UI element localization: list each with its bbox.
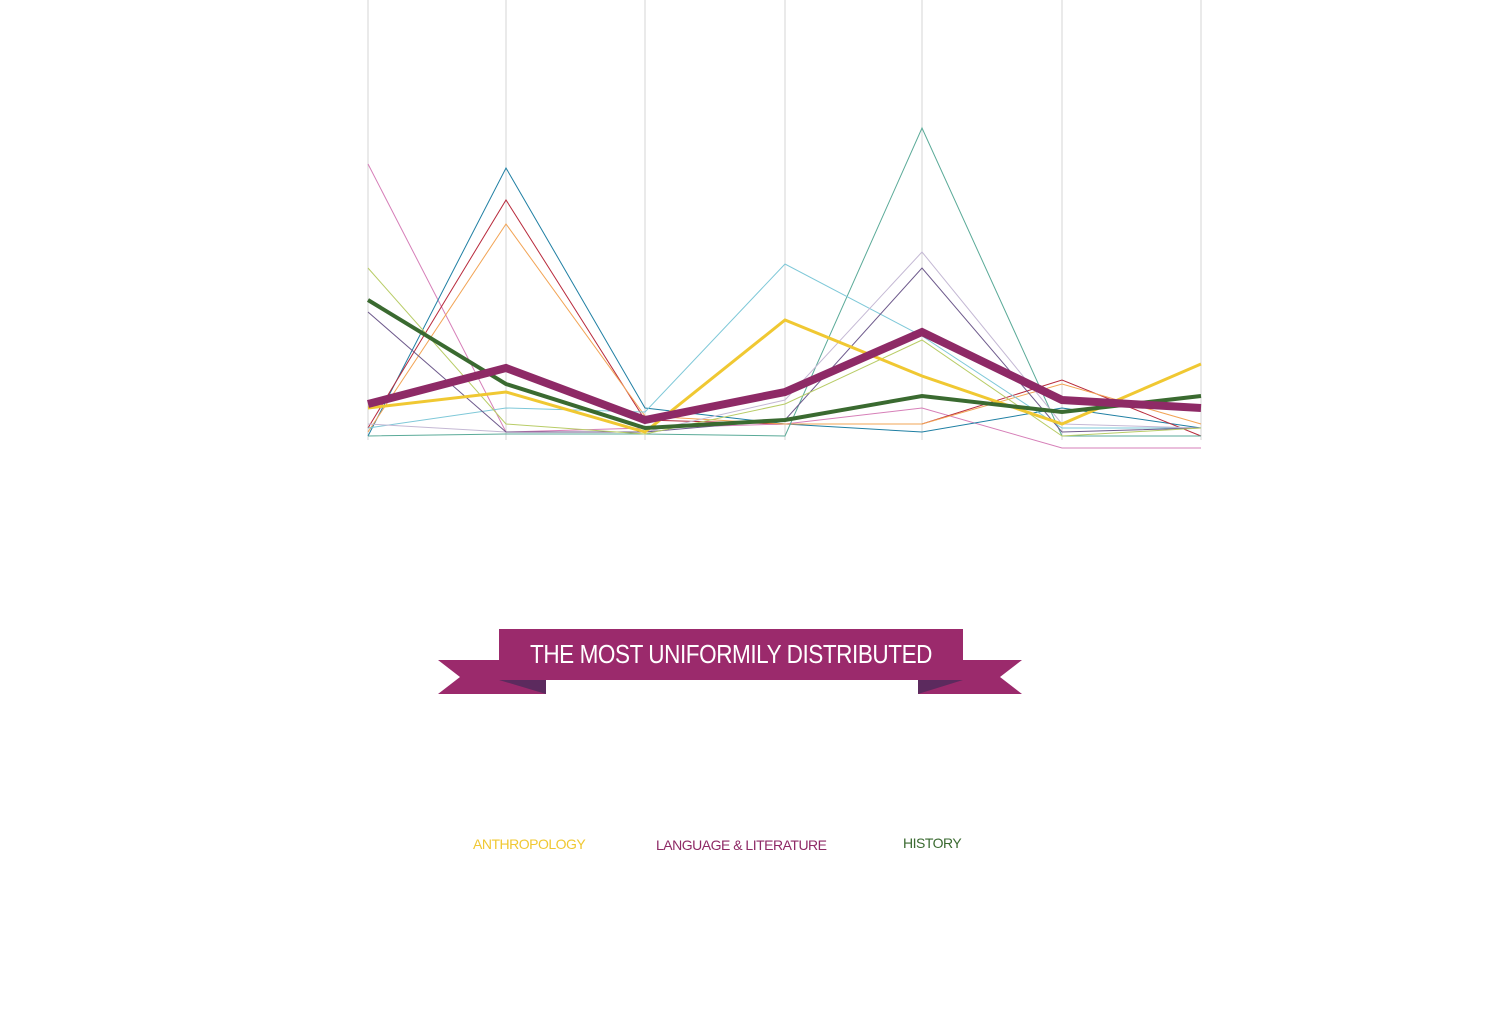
series-line-11 [366,298,1202,431]
banner-main [499,629,963,680]
legend-item-anthropology: ANTHROPOLOGY [473,836,586,852]
series-lines [366,126,1202,449]
series-line-6 [367,263,1201,429]
series-line-4 [367,223,1202,433]
title-banner: THE MOST UNIFORMILY DISTRIBUTED [438,629,1022,694]
banner-right-fold [918,680,963,694]
legend-item-history: HISTORY [903,835,962,851]
series-line-9 [367,267,1202,437]
vertical-gridlines [367,0,1202,440]
banner-left-fold [499,680,546,694]
legend-item-language-literature: LANGUAGE & LITERATURE [656,837,827,853]
series-line-12 [366,327,1202,425]
series-line-10 [367,318,1202,434]
chart-title: THE MOST UNIFORMILY DISTRIBUTED [530,639,932,669]
